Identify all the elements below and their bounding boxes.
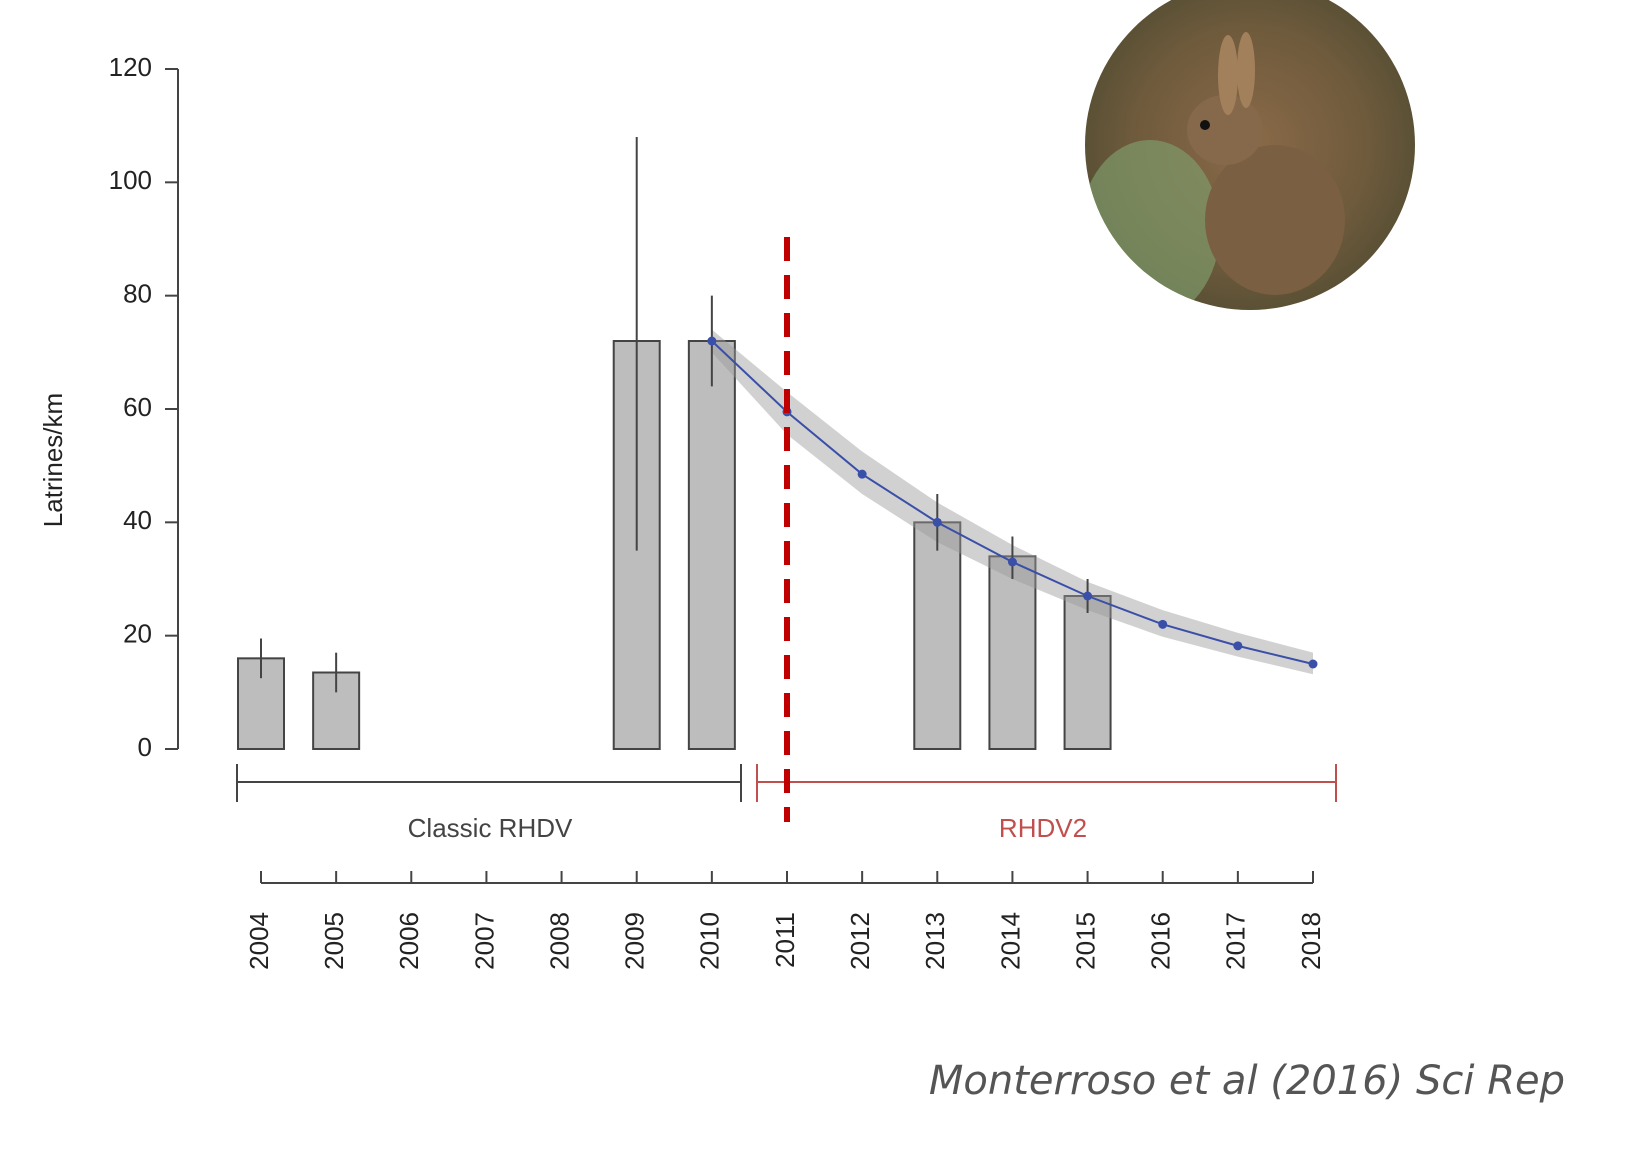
period-label: Classic RHDV (408, 813, 573, 843)
chart: Latrines/km Classic RHDV RHDV2 Monterros… (0, 0, 1629, 1162)
x-tick-label: 2018 (1296, 912, 1326, 970)
x-tick-label: 2006 (394, 912, 424, 970)
x-tick-label: 2013 (920, 912, 950, 970)
y-tick-label: 60 (123, 392, 152, 422)
y-axis-label: Latrines/km (38, 393, 68, 527)
x-tick-label: 2011 (770, 912, 800, 968)
bar (914, 522, 960, 749)
y-tick-label: 0 (138, 732, 152, 762)
x-tick-label: 2010 (695, 912, 725, 970)
fit-point (858, 470, 867, 479)
bar (1065, 596, 1111, 749)
x-tick-label: 2015 (1070, 912, 1100, 970)
x-tick-label: 2016 (1146, 912, 1176, 970)
x-tick-label: 2005 (319, 912, 349, 970)
fit-point (707, 337, 716, 346)
fit-point (1158, 620, 1167, 629)
x-tick-label: 2009 (620, 912, 650, 970)
y-tick-label: 120 (109, 52, 152, 82)
y-tick-label: 40 (123, 505, 152, 535)
period-label: RHDV2 (999, 813, 1087, 843)
fit-point (1309, 660, 1318, 669)
fit-point (1008, 558, 1017, 567)
bracket-classic (237, 764, 741, 802)
x-tick-label: 2012 (845, 912, 875, 970)
y-tick-label: 20 (123, 619, 152, 649)
x-tick-label: 2008 (544, 912, 574, 970)
y-tick-label: 80 (123, 279, 152, 309)
fit-point (1233, 641, 1242, 650)
bar (689, 341, 735, 749)
bracket-rhdv2 (757, 764, 1336, 802)
citation: Monterroso et al (2016) Sci Rep (929, 1058, 1565, 1104)
fit-point (1083, 592, 1092, 601)
x-tick-label: 2017 (1221, 912, 1251, 970)
x-tick-label: 2004 (244, 912, 274, 970)
x-tick-label: 2007 (469, 912, 499, 970)
fit-point (933, 518, 942, 527)
y-tick-label: 100 (109, 165, 152, 195)
x-tick-label: 2014 (995, 912, 1025, 970)
photo (1080, 0, 1415, 320)
